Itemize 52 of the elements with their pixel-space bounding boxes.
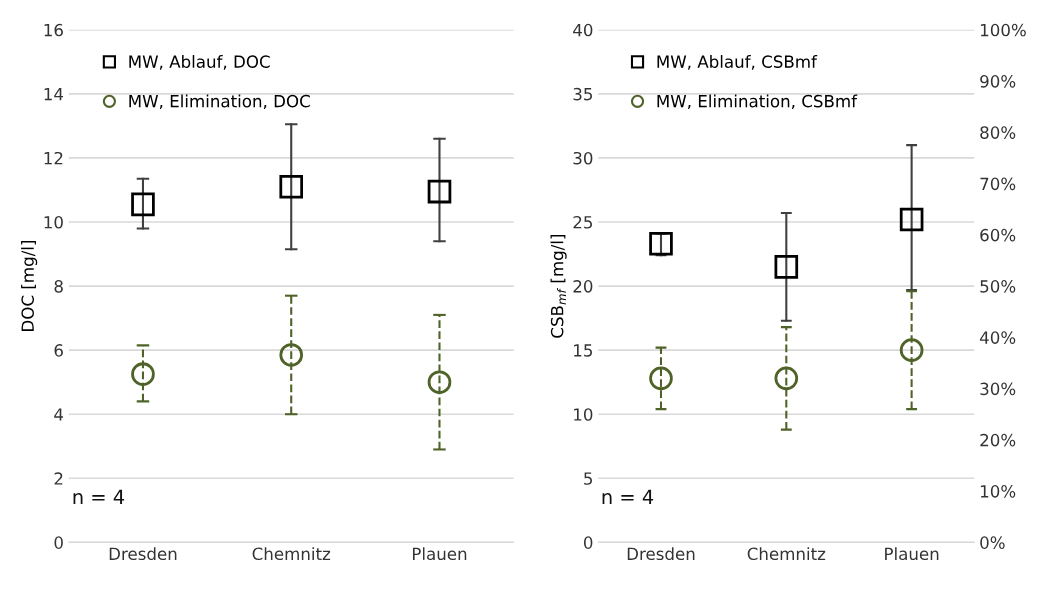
y-tick-label: 25 [573,215,593,229]
y2-tick-label: 100% [980,23,1026,37]
y2-tick-label: 30% [980,382,1016,396]
point [131,362,155,386]
y-tick-label: 8 [54,280,63,293]
point [649,231,673,256]
y2-tick-label: 60% [980,228,1016,242]
point [899,207,924,232]
y-tick-label: 12 [44,151,63,165]
x-tick-label: Chemnitz [747,547,826,561]
legend-label: MW, Ablauf, CSBmf [657,55,818,70]
x-tick-label: Dresden [109,547,177,561]
point [131,192,155,217]
y-tick-label: 16 [44,23,63,37]
x-tick-label: Plauen [412,547,467,561]
y-tick-label: 15 [574,344,593,357]
x-tick-label: Chemnitz [252,547,331,561]
y-axis-title: DOC [mg/l] [21,241,38,331]
y-tick-label: 20 [573,280,593,293]
point [279,174,304,199]
y-tick-label: 6 [54,344,63,357]
x-tick-label: Dresden [627,547,695,561]
legend-label: MW, Ablauf, DOC [129,55,270,70]
y2-tick-label: 10% [980,485,1016,498]
y-tick-label: 40 [573,23,593,37]
y-tick-label: 4 [54,408,64,421]
y2-tick-label: 40% [979,331,1016,344]
y-tick-label: 30 [573,151,593,165]
y-tick-label: 10 [574,408,593,421]
y2-tick-label: 0% [980,536,1005,549]
y2-tick-label: 80% [980,126,1016,139]
y-tick-label: 35 [573,87,593,101]
legend-label: MW, Elimination, DOC [129,94,310,110]
y2-tick-label: 90% [980,75,1016,88]
point [427,370,452,394]
y2-tick-label: 50% [980,280,1016,293]
x-tick-label: Plauen [885,547,939,561]
y-tick-label: 5 [584,472,593,485]
y-tick-label: 14 [44,88,64,101]
annotation: n = 4 [602,489,654,504]
annotation: n = 4 [73,489,125,504]
y-tick-label: 0 [583,536,593,549]
point [774,255,799,279]
y-axis-title: CSB$_{mf}$ [mg/l] [550,234,567,338]
point [427,179,452,204]
y-tick-label: 0 [54,536,63,549]
y2-tick-label: 70% [980,177,1016,191]
y2-tick-label: 20% [980,433,1016,447]
y-tick-label: 2 [54,472,63,485]
legend-label: MW, Elimination, CSBmf [657,94,858,110]
y-tick-label: 10 [44,215,63,229]
point [279,343,304,367]
